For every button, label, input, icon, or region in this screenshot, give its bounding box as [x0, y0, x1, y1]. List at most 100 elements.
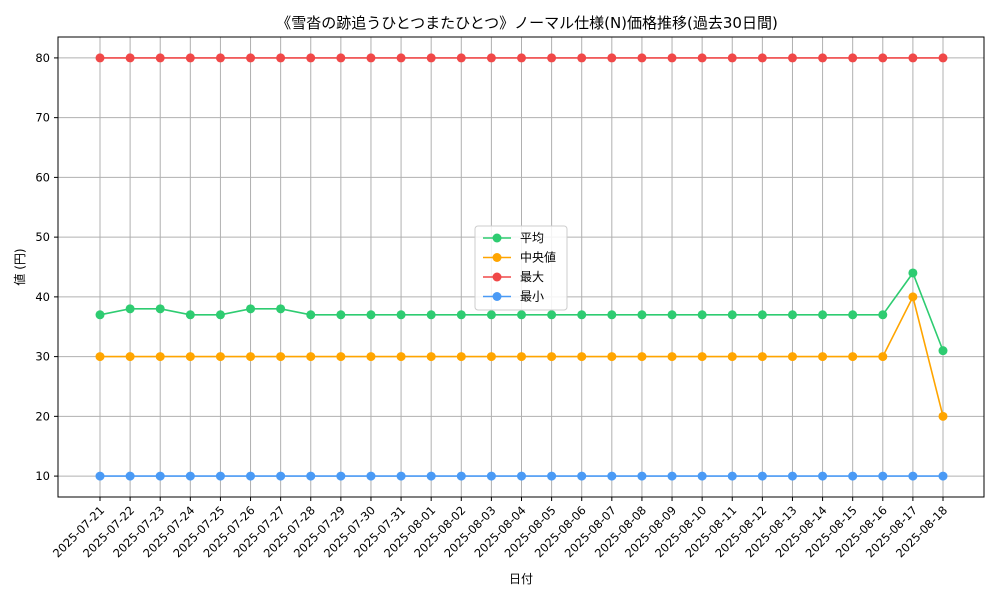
data-point [938, 346, 948, 356]
data-point [908, 471, 918, 481]
data-point [306, 310, 316, 320]
legend-item: 中央値 [483, 250, 556, 265]
data-point [246, 53, 256, 63]
data-point [818, 310, 828, 320]
data-point [878, 53, 888, 63]
data-point [456, 53, 466, 63]
data-point [848, 53, 858, 63]
data-point [246, 471, 256, 481]
legend-label: 平均 [520, 231, 544, 245]
legend-item: 平均 [483, 231, 544, 245]
data-point [215, 53, 225, 63]
data-point [336, 310, 346, 320]
data-point [607, 53, 617, 63]
legend-label: 最大 [520, 270, 544, 284]
data-point [276, 304, 286, 314]
y-tick-label: 10 [35, 469, 50, 483]
data-point [637, 53, 647, 63]
data-point [637, 471, 647, 481]
data-point [426, 352, 436, 362]
data-point [396, 310, 406, 320]
data-point [667, 53, 677, 63]
data-point [938, 411, 948, 421]
data-point [878, 471, 888, 481]
data-point [155, 471, 165, 481]
data-point [396, 53, 406, 63]
data-point [215, 352, 225, 362]
data-point [848, 471, 858, 481]
data-point [306, 53, 316, 63]
data-point [456, 471, 466, 481]
data-point [818, 53, 828, 63]
y-tick-label: 40 [35, 290, 50, 304]
legend-box [474, 225, 568, 311]
data-point [125, 53, 135, 63]
data-point [757, 352, 767, 362]
data-point [366, 53, 376, 63]
data-point [547, 471, 557, 481]
data-point [547, 310, 557, 320]
chart-title: 《雪沓の跡追うひとつまたひとつ》ノーマル仕様(N)価格推移(過去30日間) [276, 14, 778, 32]
legend-swatch-marker [492, 253, 502, 262]
data-point [246, 352, 256, 362]
data-point [155, 53, 165, 63]
data-point [486, 53, 496, 63]
series-layer [95, 53, 948, 481]
x-axis: 2025-07-212025-07-222025-07-232025-07-24… [50, 497, 950, 560]
data-point [336, 471, 346, 481]
data-point [276, 53, 286, 63]
legend-label: 最小 [520, 290, 544, 304]
data-point [366, 352, 376, 362]
data-point [697, 310, 707, 320]
data-point [938, 471, 948, 481]
data-point [787, 352, 797, 362]
data-point [607, 310, 617, 320]
data-point [215, 310, 225, 320]
data-point [787, 310, 797, 320]
legend-swatch-marker [492, 272, 502, 282]
data-point [517, 53, 526, 63]
data-point [577, 471, 587, 481]
y-tick-label: 30 [35, 350, 50, 364]
data-point [486, 352, 496, 362]
data-point [215, 471, 225, 481]
data-point [95, 53, 105, 63]
data-point [517, 471, 526, 481]
data-point [577, 310, 587, 320]
y-tick-label: 60 [35, 170, 50, 184]
data-point [787, 53, 797, 63]
data-point [336, 53, 346, 63]
data-point [306, 471, 316, 481]
data-point [276, 352, 286, 362]
legend-label: 中央値 [520, 250, 556, 265]
legend-swatch-marker [492, 233, 502, 243]
series-3 [95, 471, 948, 481]
data-point [727, 53, 737, 63]
data-point [667, 310, 677, 320]
data-point [246, 304, 256, 314]
data-point [727, 471, 737, 481]
data-point [787, 471, 797, 481]
data-point [456, 310, 466, 320]
y-tick-label: 80 [35, 51, 50, 65]
data-point [697, 352, 707, 362]
data-point [757, 310, 767, 320]
data-point [426, 310, 436, 320]
data-point [185, 53, 195, 63]
data-point [637, 310, 647, 320]
data-point [155, 352, 165, 362]
x-axis-label: 日付 [509, 572, 533, 586]
data-point [125, 304, 135, 314]
data-point [848, 352, 858, 362]
series-2 [95, 53, 948, 63]
data-point [848, 310, 858, 320]
data-point [577, 53, 587, 63]
data-point [95, 352, 105, 362]
data-point [517, 352, 526, 362]
data-point [757, 53, 767, 63]
legend-swatch-marker [492, 292, 502, 301]
data-point [607, 352, 617, 362]
data-point [908, 53, 918, 63]
data-point [396, 352, 406, 362]
y-tick-label: 70 [35, 111, 50, 125]
